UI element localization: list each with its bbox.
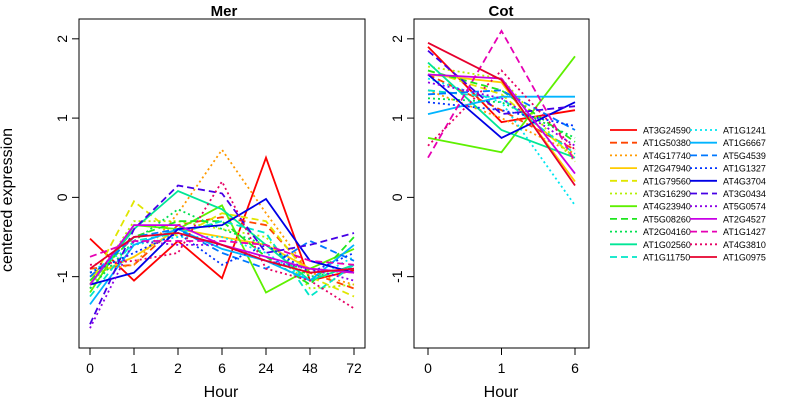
- series-line-at1g79560: [89, 199, 355, 298]
- plot-cot: 0 1 6 -1 0 1 2: [389, 18, 590, 376]
- legend-label-at5g0574: AT5G0574: [723, 202, 766, 212]
- legend-label-at1g79560: AT1G79560: [643, 176, 691, 186]
- series-line-at1g1241: [89, 236, 355, 282]
- legend-label-at1g50380: AT1G50380: [643, 138, 691, 148]
- legend-label-at2g04160: AT2G04160: [643, 227, 691, 237]
- series-line-at5g4539: [427, 89, 576, 131]
- y-tick-label-cot: 2: [389, 35, 405, 43]
- series-line-at1g1241: [427, 77, 576, 206]
- legend-label-at3g16290: AT3G16290: [643, 189, 691, 199]
- legend-label-at2g4527: AT2G4527: [723, 214, 766, 224]
- legend-label-at5g08260: AT5G08260: [643, 214, 691, 224]
- x-tick-label-cot: 6: [571, 360, 579, 376]
- legend: AT3G24590 AT1G50380 AT4G17740 AT2G47940 AT1G…: [610, 126, 766, 263]
- series-line-at3g0434: [89, 184, 355, 325]
- series-line-at1g1427: [89, 240, 355, 266]
- x-axis-title-mer: Hour: [204, 384, 239, 400]
- x-tick-label-mer: 1: [130, 360, 138, 376]
- series-line-at5g0574: [89, 240, 355, 329]
- legend-label-at1g11750: AT1G11750: [643, 253, 690, 263]
- series-line-at5g08260: [427, 69, 576, 143]
- series-line-at4g3704: [427, 73, 576, 139]
- x-tick-label-mer: 48: [302, 360, 318, 376]
- panel-title-cot: Cot: [489, 3, 514, 20]
- series-line-at2g4527: [427, 73, 576, 175]
- legend-label-at4g3810: AT4G3810: [723, 240, 766, 250]
- legend-label-at1g1241: AT1G1241: [723, 126, 766, 136]
- plot-mer: 0 1 2 6 24 48 72 -1 0 1 2: [54, 18, 366, 376]
- panel-mer: Mer 0 1 2 6 24 48 72 -1 0 1 2 Hour: [54, 3, 366, 400]
- y-axis-title: centered expression: [0, 128, 16, 272]
- x-tick-label-mer: 2: [174, 360, 182, 376]
- y-tick-label-cot: 1: [389, 114, 405, 122]
- x-axis-title-cot: Hour: [484, 384, 519, 400]
- series-line-at5g0574: [427, 81, 576, 147]
- plot-frame-mer: [78, 18, 366, 349]
- y-tick-label-cot: -1: [389, 270, 405, 283]
- legend-label-at5g4539: AT5G4539: [723, 151, 766, 161]
- legend-label-at1g02560: AT1G02560: [643, 240, 691, 250]
- y-tick-label-mer: 0: [54, 193, 70, 201]
- series-line-at1g0975: [427, 41, 576, 187]
- legend-label-at1g0975: AT1G0975: [723, 253, 766, 263]
- legend-label-at2g47940: AT2G47940: [643, 164, 691, 174]
- legend-label-at1g1427: AT1G1427: [723, 227, 766, 237]
- y-tick-label-cot: 0: [389, 193, 405, 201]
- series-line-at1g1427: [427, 29, 576, 163]
- legend-label-at1g1327: AT1G1327: [723, 164, 766, 174]
- y-tick-label-mer: 1: [54, 114, 70, 122]
- series-line-at3g0434: [427, 50, 576, 116]
- series-line-at3g16290: [89, 220, 355, 290]
- x-tick-label-mer: 24: [258, 360, 274, 376]
- y-tick-label-mer: -1: [54, 270, 70, 283]
- series-line-at1g79560: [427, 69, 576, 159]
- legend-label-at4g17740: AT4G17740: [643, 151, 691, 161]
- x-tick-label-cot: 1: [498, 360, 506, 376]
- panel-title-mer: Mer: [211, 3, 238, 20]
- series-line-at4g3810: [89, 179, 355, 310]
- y-tick-label-mer: 2: [54, 35, 70, 43]
- x-tick-label-mer: 0: [86, 360, 94, 376]
- series-line-at4g23940: [427, 55, 576, 154]
- legend-label-at3g0434: AT3G0434: [723, 189, 766, 199]
- plot-frame-cot: [413, 18, 590, 349]
- x-tick-label-cot: 0: [424, 360, 432, 376]
- x-tick-label-mer: 72: [346, 360, 362, 376]
- series-line-at1g0975: [89, 232, 355, 274]
- legend-label-at1g6667: AT1G6667: [723, 138, 766, 148]
- panel-cot: Cot 0 1 6 -1 0 1 2 Hour: [389, 3, 590, 400]
- legend-label-at4g3704: AT4G3704: [723, 176, 766, 186]
- legend-label-at4g23940: AT4G23940: [643, 202, 691, 212]
- legend-label-at3g24590: AT3G24590: [643, 126, 691, 136]
- series-line-at4g17740: [427, 89, 576, 155]
- series-line-at1g02560: [427, 61, 576, 159]
- series-line-at4g3810: [427, 69, 576, 151]
- series-line-at1g6667: [427, 95, 575, 115]
- x-tick-label-mer: 6: [218, 360, 226, 376]
